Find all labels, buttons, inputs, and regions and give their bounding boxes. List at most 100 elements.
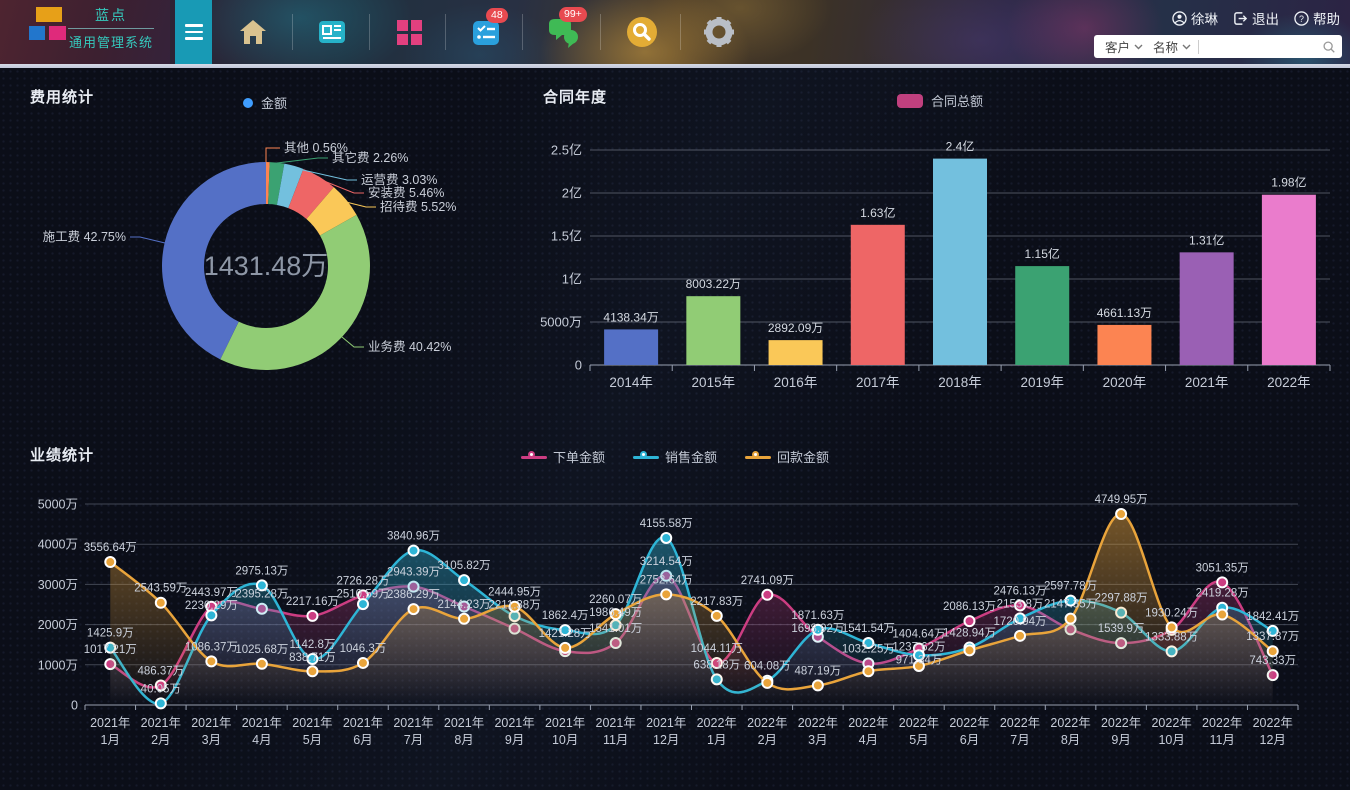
- donut-slice-招待费[interactable]: [306, 187, 357, 236]
- home-nav-button[interactable]: [237, 16, 269, 48]
- logout-button[interactable]: 退出: [1233, 8, 1279, 28]
- bar-2016年[interactable]: [768, 340, 823, 365]
- bar-2020年[interactable]: [1097, 324, 1152, 365]
- tasks-badge: 48: [486, 8, 508, 23]
- svg-text:1.63亿: 1.63亿: [860, 205, 895, 220]
- menu-toggle-button[interactable]: [175, 0, 212, 64]
- donut-slice-其他[interactable]: [266, 162, 270, 205]
- apps-nav-button[interactable]: [393, 16, 425, 48]
- svg-text:其它费 2.26%: 其它费 2.26%: [332, 150, 408, 165]
- svg-text:2975.13万: 2975.13万: [235, 565, 288, 577]
- series-回款金额[interactable]: [104, 508, 1279, 705]
- bar-2022年[interactable]: [1261, 194, 1316, 365]
- svg-text:1404.64万: 1404.64万: [892, 629, 945, 641]
- donut-slice-业务费[interactable]: [220, 214, 371, 370]
- donut-slice-其它费[interactable]: [268, 162, 285, 205]
- search-input[interactable]: [1201, 39, 1322, 54]
- logout-icon: [1234, 11, 1248, 25]
- svg-text:1333.88万: 1333.88万: [1145, 631, 1198, 643]
- donut-slice-运营费[interactable]: [276, 163, 304, 209]
- svg-text:1142.8万: 1142.8万: [290, 639, 336, 651]
- help-button[interactable]: ? 帮助: [1294, 8, 1340, 28]
- chevron-down-icon: [1182, 44, 1191, 49]
- current-user[interactable]: 徐琳: [1172, 8, 1218, 28]
- svg-text:2597.78万: 2597.78万: [1044, 581, 1097, 593]
- settings-nav-button[interactable]: [703, 16, 735, 48]
- tasks-nav-button[interactable]: 48: [470, 8, 508, 48]
- legend-item-payment-amount[interactable]: 回款金额: [745, 447, 829, 466]
- svg-text:2017年: 2017年: [856, 375, 900, 390]
- logo-square-gold: [36, 7, 62, 22]
- svg-text:2211.38万: 2211.38万: [488, 600, 540, 612]
- name-filter-select[interactable]: 名称: [1148, 37, 1196, 56]
- svg-text:2395.28万: 2395.28万: [235, 589, 288, 601]
- legend-item-order-amount[interactable]: 下单金额: [520, 447, 605, 466]
- expense-panel-title: 费用统计: [30, 89, 95, 106]
- svg-text:40.05万: 40.05万: [141, 683, 181, 695]
- chat-bubbles-icon: [549, 19, 578, 48]
- brand-logo[interactable]: 蓝点 通用管理系统: [0, 0, 170, 64]
- search-nav-button[interactable]: [626, 16, 658, 48]
- contract-total-legend-label: 合同总额: [930, 94, 983, 109]
- nav-separator: [369, 14, 370, 50]
- svg-text:5000万: 5000万: [38, 498, 78, 512]
- order-amount-marker: [520, 450, 547, 463]
- contract-legend[interactable]: 合同总额: [530, 91, 1350, 110]
- bar-2014年[interactable]: [604, 329, 659, 365]
- bar-2021年[interactable]: [1179, 252, 1234, 365]
- customer-filter-select[interactable]: 客户: [1100, 37, 1148, 56]
- hamburger-icon: [184, 24, 203, 27]
- svg-text:1539.9万: 1539.9万: [1098, 623, 1145, 635]
- svg-text:2016年: 2016年: [774, 375, 818, 390]
- performance-panel-title: 业绩统计: [30, 447, 95, 464]
- donut-slice-施工费[interactable]: [161, 162, 266, 360]
- logo-square-blue: [29, 26, 45, 40]
- expense-legend[interactable]: 金额: [0, 93, 530, 112]
- svg-text:1421.28万: 1421.28万: [539, 628, 592, 640]
- performance-legend: 下单金额 销售金额 回款金额: [0, 447, 1350, 466]
- svg-text:1237.62万: 1237.62万: [892, 642, 945, 654]
- task-list-icon: [473, 21, 499, 45]
- sales-amount-label: 销售金额: [664, 450, 717, 465]
- bar-2017年[interactable]: [850, 224, 905, 365]
- bar-2015年[interactable]: [686, 296, 741, 365]
- svg-text:3051.35万: 3051.35万: [1196, 562, 1249, 574]
- apps-grid-icon: [397, 20, 422, 45]
- messages-nav-button[interactable]: 99+: [545, 7, 587, 48]
- news-nav-button[interactable]: [316, 16, 348, 48]
- expense-donut-chart[interactable]: 其他 0.56%其它费 2.26% 运营费 3.03%安装费 5.46%招待费 5…: [0, 72, 530, 420]
- performance-line-chart[interactable]: 5000万 4000万 3000万 2000万 1000万 0 2021年 1月 2021年 2月…: [0, 460, 1350, 760]
- svg-text:2726.28万: 2726.28万: [336, 575, 389, 587]
- contract-bar-chart[interactable]: 2.5亿 2亿 1.5亿 1亿 5000万 0 4138.34万 2014年 8003.22万 2…: [530, 72, 1350, 420]
- search-icon[interactable]: [1322, 40, 1336, 54]
- svg-text:1044.11万: 1044.11万: [691, 643, 743, 655]
- brand-title: 蓝点: [95, 7, 127, 23]
- search-circle-icon: [627, 17, 657, 47]
- svg-text:2892.09万: 2892.09万: [768, 321, 823, 335]
- donut-slice-安装费[interactable]: [288, 168, 334, 220]
- svg-text:2217.83万: 2217.83万: [690, 596, 743, 608]
- svg-text:1428.94万: 1428.94万: [943, 628, 996, 640]
- svg-text:2443.97万: 2443.97万: [185, 587, 238, 599]
- svg-text:1.5亿: 1.5亿: [551, 229, 582, 244]
- svg-text:1025.68万: 1025.68万: [235, 644, 288, 656]
- contract-total-legend-swatch: [896, 93, 923, 108]
- svg-text:971.34万: 971.34万: [896, 655, 943, 667]
- bar-2019年[interactable]: [1015, 266, 1070, 365]
- legend-item-sales-amount[interactable]: 销售金额: [632, 447, 717, 466]
- svg-text:2543.59万: 2543.59万: [134, 583, 187, 595]
- svg-text:4155.58万: 4155.58万: [640, 518, 693, 530]
- svg-text:2476.13万: 2476.13万: [993, 585, 1046, 597]
- svg-text:1032.25万: 1032.25万: [842, 644, 895, 656]
- svg-text:2741.09万: 2741.09万: [741, 575, 794, 587]
- bar-2018年[interactable]: [933, 158, 987, 365]
